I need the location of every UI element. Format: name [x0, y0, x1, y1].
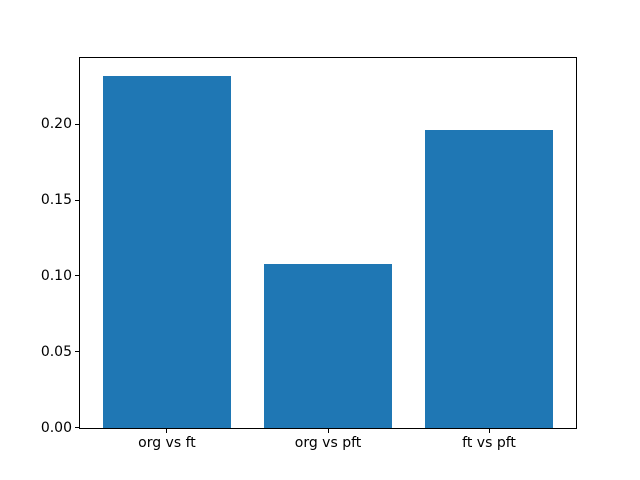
- y-tick-mark: [75, 427, 79, 429]
- y-tick-mark: [75, 199, 79, 201]
- y-tick-label: 0.20: [40, 116, 72, 133]
- x-tick-label: org vs ft: [138, 434, 196, 451]
- x-tick-mark: [488, 428, 490, 433]
- bar-org-vs-pft: [263, 263, 393, 428]
- y-tick-mark: [75, 123, 79, 125]
- x-tick-label: ft vs pft: [462, 434, 516, 451]
- y-tick-mark: [75, 275, 79, 277]
- x-tick-mark: [327, 428, 329, 433]
- x-tick-mark: [166, 428, 168, 433]
- y-tick-label: 0.15: [40, 192, 72, 208]
- y-tick-mark: [75, 351, 79, 353]
- bar-org-vs-ft: [102, 75, 232, 428]
- bar-ft-vs-pft: [424, 130, 554, 428]
- x-tick-label: org vs pft: [294, 434, 362, 451]
- plot-area: 0.00 0.05 0.10 0.15 0.20 org vs ft org vs pft f…: [41, 57, 577, 451]
- y-tick-label: 0.10: [40, 267, 72, 284]
- y-tick-label: 0.05: [40, 343, 72, 360]
- y-tick-label: 0.00: [40, 419, 72, 436]
